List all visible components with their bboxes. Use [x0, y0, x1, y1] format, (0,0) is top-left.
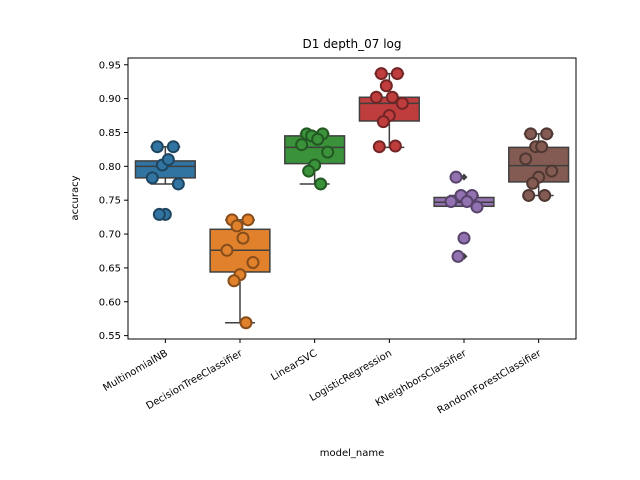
data-point	[538, 188, 552, 202]
data-point	[540, 127, 554, 141]
data-point	[145, 171, 159, 185]
data-point	[470, 200, 484, 214]
data-point	[314, 177, 328, 191]
plot-area	[134, 67, 570, 330]
y-axis-label: accuracy	[70, 175, 81, 220]
data-point	[395, 96, 409, 110]
y-tick-label: 0.75	[99, 196, 121, 207]
y-axis: 0.55 0.60 0.65 0.70 0.75 0.80 0.85 0.90 0.95	[99, 60, 128, 342]
data-point	[246, 255, 260, 269]
y-tick-label: 0.55	[99, 331, 121, 342]
y-tick-label: 0.95	[99, 60, 121, 71]
x-tick-label: MultinomialNB	[101, 348, 170, 394]
data-point	[295, 138, 309, 152]
data-point	[239, 316, 253, 330]
points-group	[295, 127, 335, 191]
data-point	[457, 231, 471, 245]
data-point	[241, 213, 255, 227]
data-point	[372, 140, 386, 154]
data-point	[230, 219, 244, 233]
data-point	[385, 90, 399, 104]
data-point	[545, 164, 559, 178]
y-tick-label: 0.80	[99, 162, 121, 173]
data-point	[220, 243, 234, 257]
y-tick-label: 0.90	[99, 94, 121, 105]
data-point	[526, 176, 540, 190]
y-tick-label: 0.60	[99, 297, 121, 308]
data-point	[161, 153, 175, 167]
data-point	[535, 140, 549, 154]
plot-frame	[127, 57, 577, 340]
data-point	[460, 195, 474, 209]
y-tick-label: 0.85	[99, 128, 121, 139]
data-point	[236, 231, 250, 245]
y-tick-label: 0.70	[99, 230, 121, 241]
data-point	[519, 152, 533, 166]
x-tick-label: LinearSVC	[269, 348, 319, 383]
data-point	[388, 139, 402, 153]
data-point	[379, 79, 393, 93]
data-point	[374, 67, 388, 81]
data-point	[524, 127, 538, 141]
data-point	[522, 188, 536, 202]
data-point	[376, 115, 390, 129]
data-point	[302, 164, 316, 178]
data-point	[451, 249, 465, 263]
data-point	[152, 207, 166, 221]
data-point	[171, 177, 185, 191]
points-group	[145, 140, 185, 221]
points-group	[220, 213, 260, 330]
y-tick-label: 0.65	[99, 263, 121, 274]
data-point	[166, 140, 180, 154]
x-axis-label: model_name	[320, 448, 385, 459]
data-point	[150, 140, 164, 154]
points-group	[444, 170, 484, 263]
data-point	[444, 195, 458, 209]
data-point	[311, 132, 325, 146]
box-group	[433, 173, 495, 260]
data-point	[369, 90, 383, 104]
points-group	[369, 67, 409, 154]
data-point	[390, 67, 404, 81]
data-point	[227, 274, 241, 288]
points-group	[519, 127, 559, 202]
chart-title: D1 depth_07 log	[303, 37, 402, 51]
data-point	[449, 170, 463, 184]
data-point	[321, 145, 335, 159]
